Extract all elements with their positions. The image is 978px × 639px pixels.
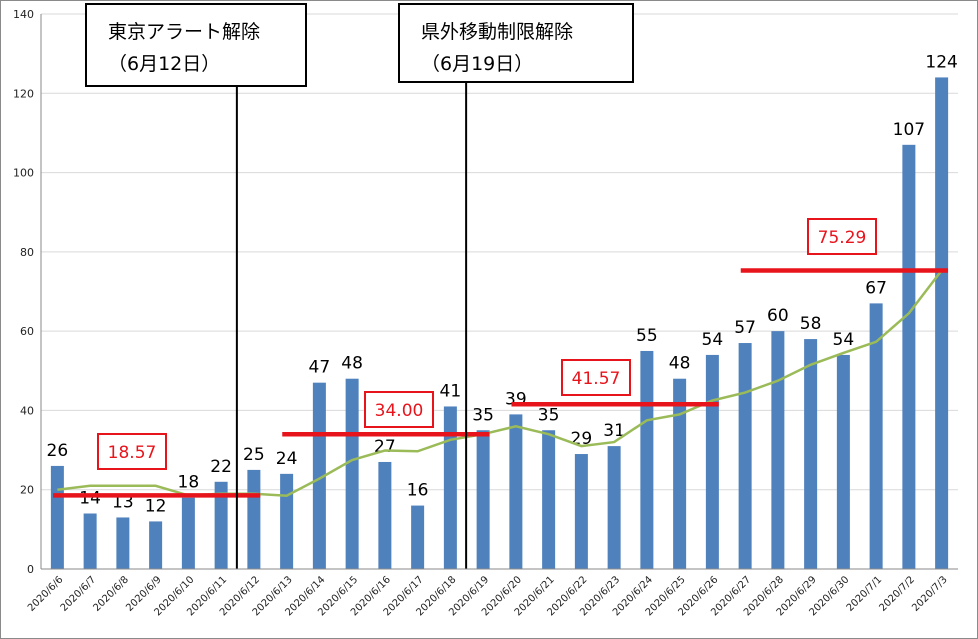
bar-value-label: 58 <box>800 314 822 334</box>
period-mean-label: 75.29 <box>818 228 867 248</box>
bar-value-label: 14 <box>79 489 101 509</box>
bar-value-label: 124 <box>925 52 957 72</box>
y-tick-label: 0 <box>27 563 34 576</box>
bar-value-label: 31 <box>603 421 625 441</box>
period-mean-box <box>364 391 434 428</box>
bar <box>214 481 228 569</box>
period-mean-label: 41.57 <box>572 369 621 389</box>
period-mean-box <box>561 359 631 396</box>
bar-value-label: 25 <box>243 445 265 465</box>
bar-value-label: 54 <box>833 330 855 350</box>
bar <box>869 303 883 569</box>
bar <box>50 465 64 569</box>
bar <box>836 354 850 569</box>
event-annotations: 東京アラート解除 （6月12日） 県外移動制限解除 （6月19日） <box>85 3 634 569</box>
period-mean-box <box>807 218 877 255</box>
bar <box>83 513 97 569</box>
bar <box>705 354 719 569</box>
bar <box>149 521 163 569</box>
bar <box>902 144 916 570</box>
bar <box>378 461 392 569</box>
event-box <box>85 3 307 87</box>
bar <box>804 339 818 569</box>
bar-value-label: 54 <box>702 330 724 350</box>
bar-value-label: 12 <box>145 496 167 516</box>
period-means: 18.57 34.00 41.57 75.29 <box>53 218 948 498</box>
bar-value-label: 35 <box>538 405 560 425</box>
event-title: 県外移動制限解除 <box>421 21 573 43</box>
bar-value-label: 24 <box>276 449 298 469</box>
y-tick-label: 120 <box>13 87 34 100</box>
bar <box>935 77 949 569</box>
event-date: （6月19日） <box>421 53 533 75</box>
bar-value-label: 16 <box>407 481 429 501</box>
bar <box>738 343 752 569</box>
bar <box>509 414 523 569</box>
bar-series <box>50 77 949 570</box>
bar <box>771 331 785 569</box>
event-date: （6月12日） <box>108 53 220 75</box>
bar <box>247 469 261 569</box>
period-mean-label: 18.57 <box>108 443 157 463</box>
bar-value-label: 26 <box>47 441 69 461</box>
bar <box>181 497 195 569</box>
y-tick-label: 20 <box>20 484 34 497</box>
period-mean-box <box>97 433 167 470</box>
bar <box>640 350 654 569</box>
bar <box>574 454 588 569</box>
y-tick-label: 140 <box>13 8 34 21</box>
bar-value-label: 48 <box>669 354 691 374</box>
bar <box>280 473 294 569</box>
y-tick-label: 40 <box>20 404 34 417</box>
y-tick-label: 100 <box>13 167 34 180</box>
bar <box>116 517 130 569</box>
bar <box>312 382 326 569</box>
bar-value-label: 47 <box>309 358 331 378</box>
bar-value-label: 55 <box>636 326 658 346</box>
bar <box>607 446 621 569</box>
y-axis: 0 20 40 60 80 100 120 140 <box>13 8 42 576</box>
bar-value-label: 18 <box>178 473 200 493</box>
bar <box>476 430 490 569</box>
y-tick-label: 60 <box>20 325 34 338</box>
bar <box>345 378 359 569</box>
period-mean-label: 34.00 <box>375 401 424 421</box>
event-box <box>398 3 634 83</box>
bar-value-label: 35 <box>472 405 494 425</box>
bar-value-label: 67 <box>865 278 887 298</box>
bar-value-label: 57 <box>734 318 756 338</box>
bar-value-label: 41 <box>440 381 462 401</box>
event-title: 東京アラート解除 <box>108 21 260 43</box>
bar <box>411 505 425 569</box>
bar-value-label: 107 <box>893 120 925 140</box>
y-tick-label: 80 <box>20 246 34 259</box>
bar <box>542 430 556 569</box>
bar-value-label: 60 <box>767 306 789 326</box>
bar-value-label: 48 <box>341 354 363 374</box>
bar-value-label: 22 <box>210 457 232 477</box>
bar <box>443 406 457 569</box>
bar <box>673 378 687 569</box>
